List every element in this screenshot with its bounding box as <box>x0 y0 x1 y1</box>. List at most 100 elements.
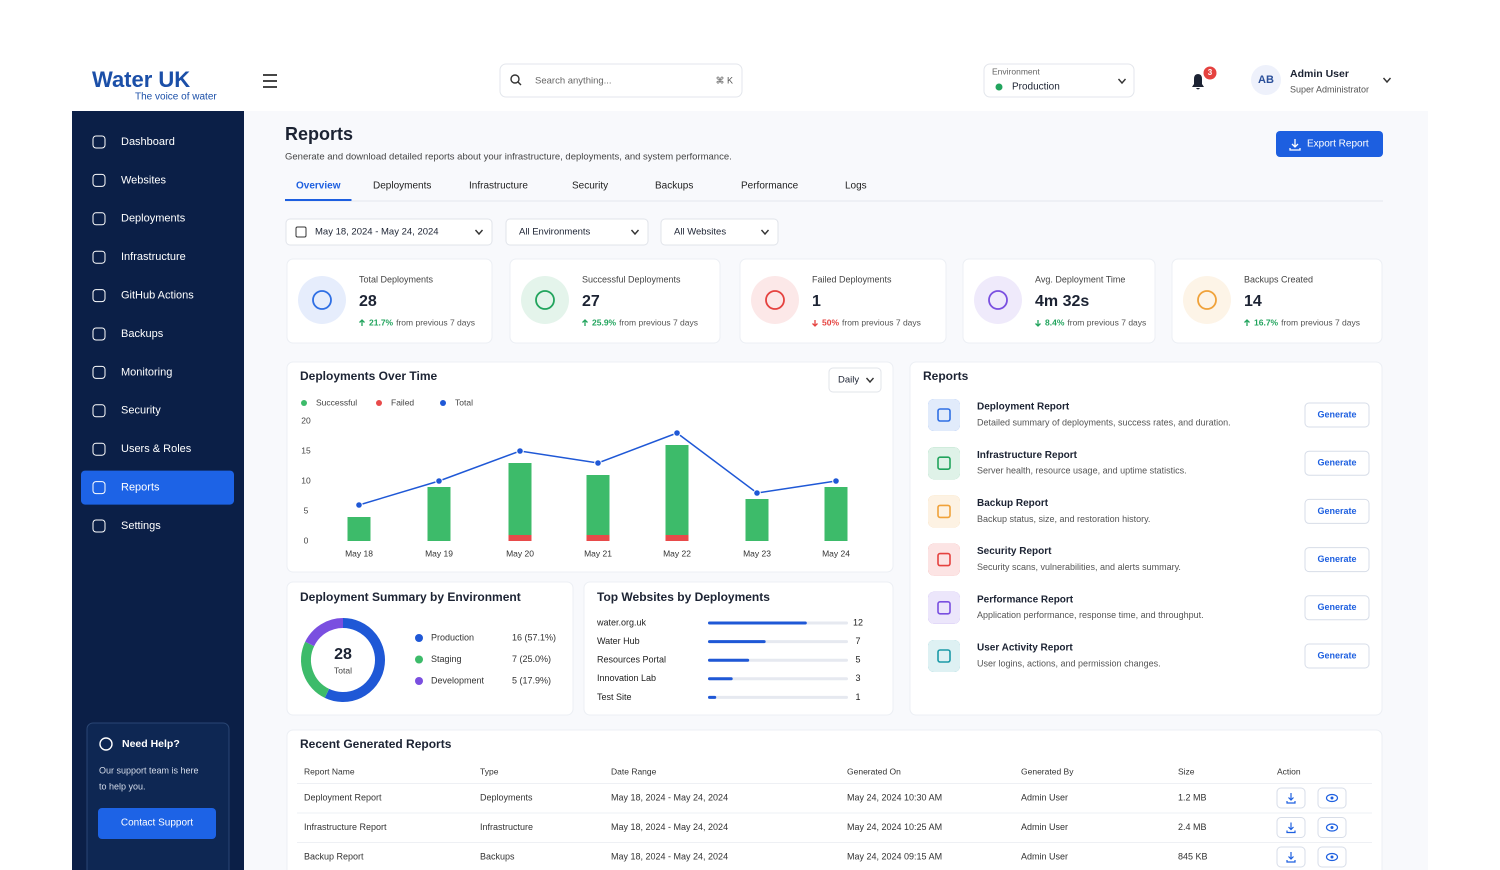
report-icon <box>937 456 951 471</box>
help-text: to help you. <box>99 781 146 791</box>
legend-swatch <box>376 400 382 406</box>
generate-button[interactable] <box>1304 595 1370 621</box>
view-icon <box>1325 852 1339 862</box>
search-placeholder: Search anything... <box>535 76 612 87</box>
nav-item[interactable]: Deployments <box>121 213 186 225</box>
generate-label: Generate <box>1317 554 1356 564</box>
avatar[interactable] <box>1251 65 1281 95</box>
report-title: Deployment Report <box>977 402 1070 413</box>
nav-item[interactable]: Monitoring <box>121 366 172 378</box>
tab[interactable]: Deployments <box>373 181 431 192</box>
website-name: Water Hub <box>597 636 640 646</box>
search-box[interactable] <box>499 63 743 98</box>
nav-item[interactable]: Users & Roles <box>121 443 192 455</box>
generate-button[interactable] <box>1304 547 1370 573</box>
table-cell: May 24, 2024 10:25 AM <box>847 822 942 832</box>
filter-select[interactable] <box>285 218 493 246</box>
y-tick-label: 20 <box>301 415 311 425</box>
legend-value: 16 (57.1%) <box>512 632 556 642</box>
tab[interactable]: Security <box>572 181 608 192</box>
nav-item[interactable]: Settings <box>121 520 161 532</box>
total-point <box>594 459 602 467</box>
tab[interactable]: Performance <box>741 181 799 192</box>
generate-button[interactable] <box>1304 450 1370 476</box>
total-point <box>832 477 840 485</box>
table-cell: Admin User <box>1021 822 1068 832</box>
chart-title: Top Websites by Deployments <box>597 590 770 604</box>
user-name: Admin User <box>1290 68 1349 80</box>
tab[interactable]: Logs <box>845 181 867 192</box>
nav-item[interactable]: Dashboard <box>121 136 175 148</box>
generate-button[interactable] <box>1304 498 1370 524</box>
tab[interactable]: Overview <box>296 181 341 192</box>
nav-icon <box>92 250 106 264</box>
nav-item[interactable]: Security <box>121 405 161 417</box>
notification-count: 3 <box>1208 68 1213 77</box>
export-button[interactable] <box>1276 131 1383 157</box>
report-icon-tint <box>928 399 960 431</box>
nav-item[interactable]: Infrastructure <box>121 251 186 263</box>
download-icon <box>1289 139 1301 151</box>
x-tick-label: May 24 <box>822 548 850 558</box>
table-cell: May 18, 2024 - May 24, 2024 <box>611 822 728 832</box>
kpi-label: Failed Deployments <box>812 274 892 284</box>
kpi-change: 8.4% <box>1045 317 1065 327</box>
column-header: Generated By <box>1021 766 1074 776</box>
legend-label: Total <box>455 397 473 407</box>
generate-button[interactable] <box>1304 402 1370 428</box>
nav-item[interactable]: Websites <box>121 174 167 186</box>
download-icon <box>1286 793 1296 804</box>
tab[interactable]: Infrastructure <box>469 181 528 192</box>
bar-value: 1 <box>855 692 860 702</box>
y-tick-label: 10 <box>301 475 311 485</box>
chart-title: Deployments Over Time <box>300 369 437 383</box>
view-icon <box>1325 793 1339 803</box>
contact-support-button[interactable] <box>98 808 216 839</box>
bar <box>708 677 733 681</box>
bar-failed <box>665 535 689 541</box>
x-tick-label: May 20 <box>506 548 534 558</box>
kpi-value: 28 <box>359 293 377 310</box>
kpi-card <box>286 258 493 344</box>
legend-label: Production <box>431 632 474 642</box>
environment-select[interactable] <box>983 63 1135 98</box>
kpi-change: 16.7% <box>1254 317 1279 327</box>
website-name: Innovation Lab <box>597 673 656 683</box>
filter-select[interactable] <box>505 218 649 246</box>
bar-track <box>708 695 848 699</box>
report-title: Security Report <box>977 546 1052 557</box>
kpi-change-note: from previous 7 days <box>396 317 475 327</box>
bell-icon[interactable] <box>1192 74 1204 90</box>
nav-icon <box>92 327 106 341</box>
page-title: Reports <box>285 124 353 144</box>
bar-successful <box>427 487 451 541</box>
logo-tagline: The voice of water <box>135 92 217 103</box>
nav-item[interactable]: GitHub Actions <box>121 290 194 302</box>
generate-button[interactable] <box>1304 643 1370 669</box>
chevron-icon <box>630 229 640 236</box>
trend-arrow <box>1035 320 1041 327</box>
user-role: Super Administrator <box>1290 84 1369 94</box>
kpi-change-note: from previous 7 days <box>842 317 921 327</box>
notification-badge <box>1203 66 1217 80</box>
interval-select[interactable] <box>828 367 882 393</box>
help-title: Need Help? <box>122 738 180 750</box>
nav-item[interactable]: Reports <box>121 482 160 494</box>
legend-swatch <box>415 655 423 664</box>
bar <box>708 695 717 699</box>
column-header: Generated On <box>847 766 901 776</box>
nav-icon <box>92 173 106 187</box>
filter-select[interactable] <box>660 218 779 246</box>
nav-item[interactable]: Backups <box>121 328 164 340</box>
kpi-icon <box>1197 290 1217 310</box>
website-name: Resources Portal <box>597 655 666 665</box>
bar-successful <box>586 475 610 535</box>
bar-successful <box>665 445 689 535</box>
kpi-icon <box>988 290 1008 310</box>
bar-value: 7 <box>855 636 860 646</box>
nav-icon <box>92 135 106 149</box>
tab[interactable]: Backups <box>655 181 693 192</box>
kpi-value: 4m 32s <box>1035 293 1089 310</box>
report-description: User logins, actions, and permission cha… <box>977 658 1161 668</box>
